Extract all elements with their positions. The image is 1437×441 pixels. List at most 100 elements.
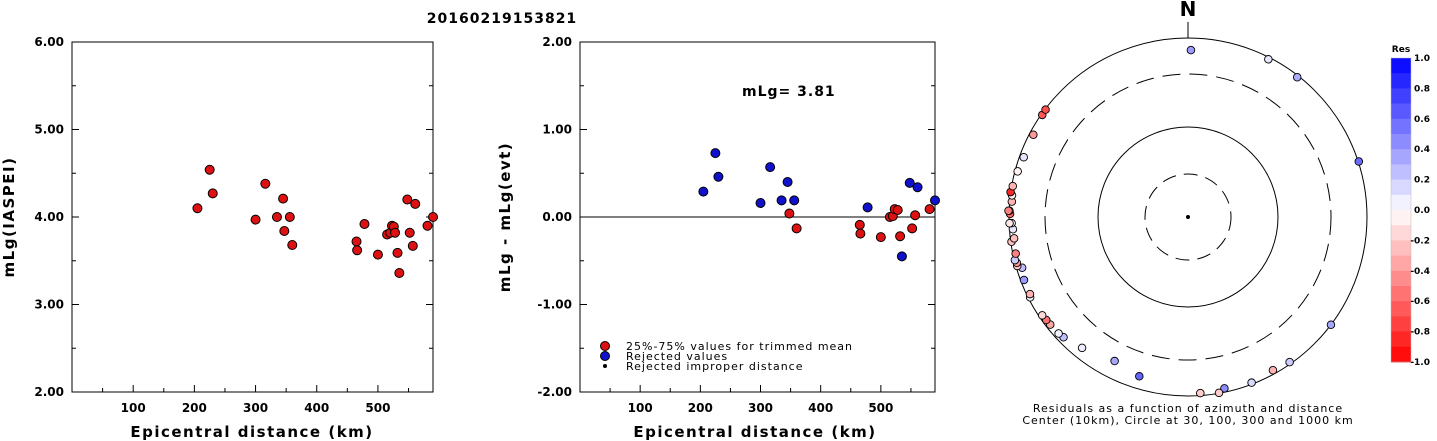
left-ytick-label: 2.00	[34, 385, 64, 399]
polar-point	[1009, 234, 1019, 243]
middle-xtick-label: 400	[808, 401, 833, 415]
colorbar-tick-label: 0.6	[1414, 115, 1430, 125]
middle-ytick-label: -1.00	[537, 298, 572, 312]
middle-ytick-label: 2.00	[542, 35, 572, 49]
data-point	[428, 212, 438, 222]
data-point	[390, 227, 401, 238]
colorbar-tick-label: -0.4	[1410, 267, 1430, 277]
data-point	[260, 178, 271, 189]
polar-point	[1004, 206, 1013, 215]
left-points	[192, 164, 438, 278]
colorbar-cell	[1391, 331, 1411, 348]
middle-y-axis-label: mLg - mLg(evt)	[496, 142, 514, 292]
data-point	[392, 247, 403, 258]
data-point	[207, 188, 218, 199]
residual-point	[710, 148, 721, 159]
residual-point	[784, 208, 795, 219]
colorbar-cell	[1391, 73, 1411, 89]
north-label: N	[1180, 0, 1197, 21]
left-ytick-label: 6.00	[34, 35, 64, 49]
data-point	[407, 240, 418, 251]
colorbar-tick-label: 0.8	[1414, 84, 1430, 94]
residual-point	[713, 171, 724, 182]
colorbar-cell	[1391, 164, 1411, 181]
data-point	[404, 227, 415, 238]
colorbar: Res 1.0 0.8 0.6 0.4 0.2 0.0 -0.2 -0.4 -0.6 -0.8 -1…	[1390, 45, 1430, 368]
data-point	[410, 198, 421, 209]
left-xtick-label: 500	[365, 401, 390, 415]
residual-point	[910, 210, 921, 221]
left-ytick-label: 5.00	[34, 123, 64, 137]
middle-ytick-label: 1.00	[542, 123, 572, 137]
colorbar-title: Res	[1392, 45, 1410, 55]
data-point	[287, 240, 298, 250]
middle-xtick-label: 300	[748, 401, 773, 415]
left-xtick-label: 400	[304, 401, 329, 415]
polar-point	[1285, 357, 1294, 367]
polar-point	[1029, 130, 1038, 140]
left-xtick-label: 200	[182, 401, 207, 415]
middle-panel: 100 200 300 400 500 -2.00 -1.00 0.00 1.00 2.00 mL…	[496, 35, 940, 441]
residual-point	[782, 177, 793, 187]
mean-magnitude-annotation: mLg= 3.81	[742, 84, 836, 100]
residual-point	[892, 205, 903, 215]
colorbar-cell	[1391, 134, 1411, 150]
residual-point	[896, 251, 907, 262]
middle-xtick-label: 500	[868, 401, 893, 415]
polar-point	[1214, 388, 1224, 398]
colorbar-cell	[1391, 194, 1411, 211]
colorbar-cell	[1391, 286, 1411, 302]
colorbar-tick-label: 0.4	[1414, 145, 1430, 155]
polar-point	[1220, 384, 1229, 393]
polar-point	[1110, 356, 1119, 366]
polar-point	[1135, 372, 1144, 381]
residual-point	[855, 228, 866, 239]
left-panel: 100 200 300 400 500 2.00 3.00 4.00 5.00 6.00 Epic…	[0, 35, 438, 441]
polar-point	[1196, 388, 1205, 398]
middle-ticks: 100 200 300 400 500 -2.00 -1.00 0.00 1.00 2.00	[537, 35, 935, 415]
left-xtick-label: 300	[243, 401, 268, 415]
polar-point	[1011, 249, 1020, 258]
polar-point	[1019, 275, 1029, 285]
colorbar-cell	[1391, 58, 1411, 74]
data-point	[284, 212, 295, 222]
legend: 25%-75% values for trimmed mean Rejected…	[600, 340, 852, 373]
polar-point	[1292, 72, 1302, 82]
colorbar-cell	[1391, 346, 1411, 363]
middle-x-axis-label: Epicentral distance (km)	[633, 423, 876, 441]
data-point	[422, 220, 433, 231]
residual-point	[789, 195, 800, 206]
polar-point	[1025, 289, 1035, 299]
polar-point	[1054, 329, 1063, 338]
data-point	[351, 236, 362, 247]
polar-point	[1037, 311, 1047, 320]
residual-point	[912, 182, 923, 193]
colorbar-cell	[1391, 240, 1411, 257]
polar-point	[1013, 167, 1022, 176]
polar-point	[1008, 181, 1018, 191]
polar-point	[1041, 105, 1050, 114]
middle-xtick-label: 100	[628, 401, 653, 415]
residual-point	[875, 232, 886, 243]
polar-caption-line1: Residuals as a function of azimuth and d…	[1033, 402, 1343, 415]
legend-marker-rejected	[600, 351, 610, 361]
polar-point	[1019, 152, 1028, 162]
middle-xtick-label: 200	[688, 401, 713, 415]
colorbar-cell	[1391, 301, 1411, 317]
circle-300km	[1044, 73, 1332, 361]
colorbar-cell	[1391, 88, 1411, 105]
legend-label-rejected: Rejected values	[626, 350, 728, 363]
colorbar-cell	[1391, 149, 1411, 165]
data-point	[271, 212, 282, 222]
residual-point	[854, 219, 865, 230]
colorbar-cell	[1391, 179, 1411, 196]
colorbar-tick-label: 0.2	[1414, 176, 1430, 186]
legend-marker-trimmed	[600, 341, 610, 351]
data-point	[372, 249, 383, 260]
middle-ytick-label: -2.00	[537, 385, 572, 399]
colorbar-cell	[1391, 103, 1411, 120]
colorbar-cell	[1391, 255, 1411, 272]
colorbar-tick-label: -0.8	[1410, 328, 1430, 338]
residual-point	[907, 223, 918, 234]
